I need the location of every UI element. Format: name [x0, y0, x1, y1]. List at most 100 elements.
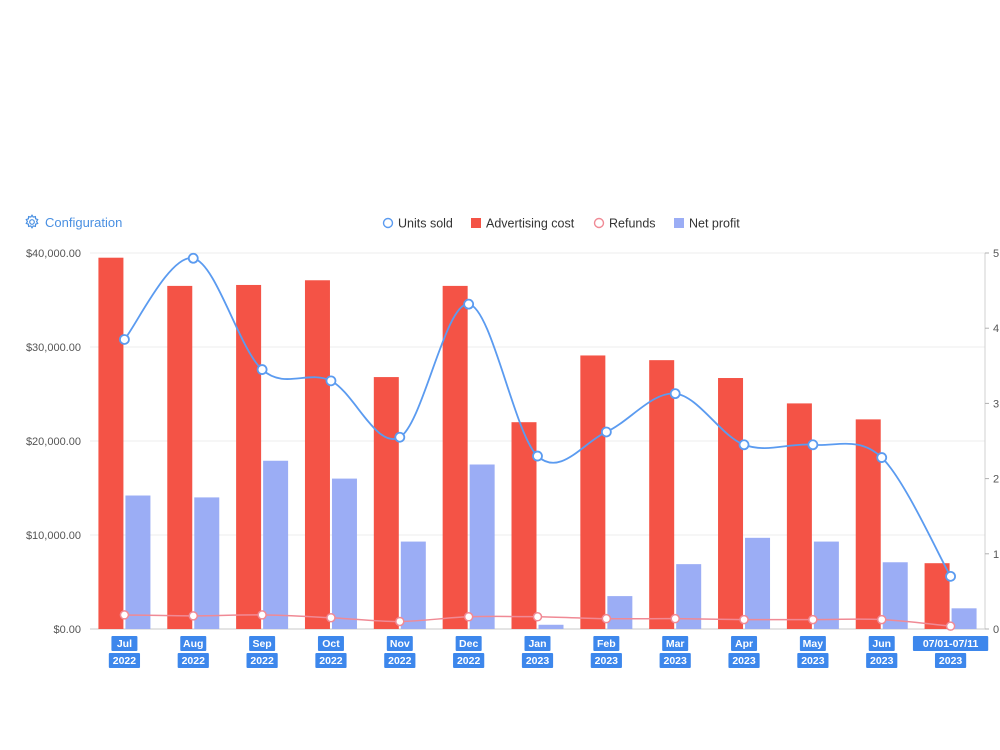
x-tick-label-year: 2022: [250, 655, 274, 667]
point-units-sold[interactable]: [325, 375, 337, 387]
bar-net-profit[interactable]: [125, 495, 151, 629]
bar-advertising-cost[interactable]: [167, 285, 193, 629]
x-tick-label-year: 2022: [319, 655, 343, 667]
legend-label[interactable]: Units sold: [398, 217, 453, 231]
x-tick-label-period: Sep: [252, 638, 271, 650]
bar-net-profit[interactable]: [263, 460, 289, 629]
bar-net-profit[interactable]: [538, 624, 564, 629]
bar-advertising-cost[interactable]: [580, 355, 606, 629]
y-right-tick-label: 5: [993, 248, 999, 260]
x-tick-label-period: Jul: [117, 638, 132, 650]
x-label-box: [455, 636, 482, 651]
point-units-sold[interactable]: [738, 439, 750, 451]
x-label-box: [866, 653, 898, 668]
y-left-tick-label: $30,000.00: [26, 342, 81, 354]
x-tick-label-period: Dec: [459, 638, 478, 650]
legend-label[interactable]: Advertising cost: [486, 217, 575, 231]
x-label-box: [246, 653, 278, 668]
bar-net-profit[interactable]: [813, 541, 839, 629]
x-label-box: [521, 653, 554, 668]
point-units-sold[interactable]: [187, 252, 199, 264]
configuration-label: Configuration: [45, 214, 123, 230]
point-units-sold[interactable]: [807, 439, 819, 451]
legend-label[interactable]: Refunds: [609, 217, 656, 231]
point-units-sold[interactable]: [532, 450, 543, 462]
x-tick-label-period: Jan: [528, 638, 546, 650]
bar-net-profit[interactable]: [607, 596, 633, 629]
point-units-sold[interactable]: [669, 388, 681, 400]
x-tick-label-period: 07/01-07/11: [923, 638, 979, 650]
point-refunds[interactable]: [739, 614, 749, 625]
bar-advertising-cost[interactable]: [649, 360, 675, 629]
point-refunds[interactable]: [463, 612, 474, 622]
point-units-sold[interactable]: [119, 334, 130, 345]
x-label-box: [524, 636, 551, 651]
x-tick-label-period: Mar: [666, 638, 685, 650]
bar-advertising-cost[interactable]: [718, 378, 744, 629]
y-left-tick-label: $0.00: [53, 624, 81, 636]
point-units-sold[interactable]: [394, 431, 406, 443]
legend-label[interactable]: Net profit: [689, 217, 740, 231]
point-refunds[interactable]: [876, 614, 887, 625]
point-refunds[interactable]: [601, 613, 612, 624]
bar-advertising-cost[interactable]: [236, 284, 262, 629]
point-units-sold[interactable]: [463, 298, 475, 310]
bar-net-profit[interactable]: [400, 541, 426, 629]
legend-marker-refunds[interactable]: [593, 217, 605, 229]
bar-net-profit[interactable]: [951, 608, 977, 629]
x-label-box: [108, 653, 141, 668]
y-right-tick-label: 4: [993, 323, 999, 335]
legend-marker-units-sold[interactable]: [382, 217, 394, 229]
bar-advertising-cost[interactable]: [511, 422, 537, 629]
point-units-sold[interactable]: [600, 426, 612, 438]
bar-advertising-cost[interactable]: [373, 377, 399, 629]
point-units-sold[interactable]: [876, 452, 888, 463]
bar-advertising-cost[interactable]: [304, 280, 330, 629]
y-right-tick-label: 1: [993, 549, 999, 561]
y-left-tick-label: $40,000.00: [26, 248, 81, 260]
bar-advertising-cost[interactable]: [855, 419, 881, 629]
bar-advertising-cost[interactable]: [98, 257, 124, 629]
bar-net-profit[interactable]: [331, 478, 357, 629]
point-units-sold[interactable]: [256, 364, 268, 375]
bar-net-profit[interactable]: [469, 464, 495, 630]
x-tick-label-period: Jun: [872, 638, 891, 650]
bar-advertising-cost[interactable]: [786, 403, 812, 629]
bar-net-profit[interactable]: [745, 537, 771, 629]
point-refunds[interactable]: [257, 610, 267, 620]
point-refunds[interactable]: [945, 621, 956, 631]
bar-advertising-cost[interactable]: [924, 563, 950, 629]
x-tick-label-year: 2023: [801, 655, 825, 667]
legend-marker-net-profit[interactable]: [674, 218, 684, 228]
y-right-tick-label: 2: [993, 474, 999, 486]
x-label-box: [799, 636, 826, 651]
point-refunds[interactable]: [670, 613, 680, 624]
x-tick-label-period: May: [803, 638, 824, 650]
bar-net-profit[interactable]: [882, 562, 908, 629]
point-refunds[interactable]: [188, 611, 199, 621]
bar-net-profit[interactable]: [194, 497, 220, 629]
gear-icon: [24, 214, 40, 230]
configuration-button[interactable]: Configuration: [24, 212, 122, 232]
x-label-box: [912, 636, 989, 651]
bar-advertising-cost[interactable]: [442, 285, 468, 629]
point-units-sold[interactable]: [945, 570, 956, 582]
x-label-box: [180, 636, 207, 651]
point-refunds[interactable]: [532, 612, 543, 622]
point-refunds[interactable]: [119, 610, 130, 620]
x-label-box: [662, 636, 689, 651]
x-tick-label-period: Nov: [390, 638, 410, 650]
point-refunds[interactable]: [326, 612, 336, 623]
x-tick-label-year: 2022: [182, 655, 206, 667]
x-label-box: [315, 653, 347, 668]
legend-marker-advertising-cost[interactable]: [471, 218, 481, 228]
y-left-tick-label: $20,000.00: [26, 436, 81, 448]
x-label-box: [868, 636, 895, 651]
x-tick-label-year: 2022: [388, 655, 412, 667]
point-refunds[interactable]: [395, 616, 405, 627]
x-tick-label-period: Feb: [597, 638, 616, 650]
x-tick-label-period: Apr: [735, 638, 753, 650]
x-label-box: [249, 636, 276, 651]
point-refunds[interactable]: [808, 614, 818, 625]
